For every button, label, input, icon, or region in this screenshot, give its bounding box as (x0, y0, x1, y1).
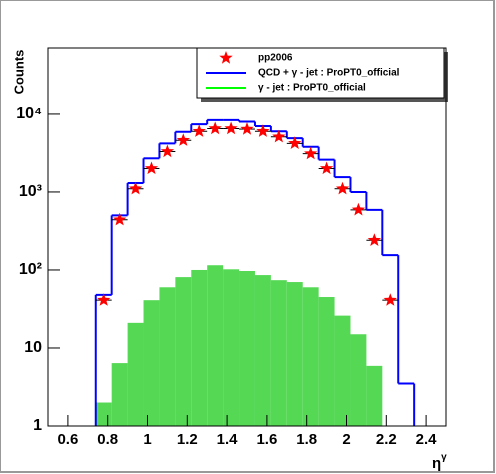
bar (334, 315, 351, 426)
marker (335, 181, 350, 195)
marker (256, 124, 270, 137)
x-tick-label: 2.2 (376, 431, 397, 448)
y-tick-label: 10³ (19, 183, 42, 200)
x-tick-label: 0.8 (97, 431, 118, 448)
marker (367, 233, 381, 246)
bar (143, 300, 160, 426)
marker (113, 212, 127, 226)
bar (159, 287, 176, 426)
bar (207, 265, 224, 426)
marker (304, 146, 318, 160)
legend-label: QCD + γ - jet : ProPT0_official (258, 68, 400, 79)
legend-label: γ - jet : ProPT0_official (258, 83, 366, 94)
x-tick-label: 1.4 (217, 431, 239, 448)
marker (240, 122, 254, 135)
x-tick-label: 1 (143, 431, 151, 448)
bar (127, 322, 144, 426)
bar (175, 277, 192, 426)
y-tick-label: 10⁴ (16, 105, 42, 122)
bar (270, 280, 287, 426)
marker (144, 161, 159, 175)
marker (319, 161, 334, 175)
marker (288, 136, 302, 149)
x-tick-label: 1.6 (256, 431, 277, 448)
plot (94, 118, 416, 426)
bar (350, 334, 367, 426)
marker (176, 133, 190, 146)
y-tick-label: 10² (19, 261, 42, 278)
bar (254, 275, 271, 426)
x-axis-label: ηγ (432, 452, 447, 472)
bar (366, 365, 383, 426)
y-tick-label: 1 (33, 417, 42, 434)
marker (224, 121, 238, 135)
bar (191, 269, 208, 426)
y-tick-label: 10 (24, 339, 42, 356)
x-label-base: η (432, 455, 441, 472)
bar (302, 287, 319, 426)
x-tick-label: 0.6 (57, 431, 78, 448)
y-axis-label: Counts (11, 50, 26, 95)
x-tick-label: 2 (342, 431, 350, 448)
marker (351, 202, 366, 216)
bar (239, 270, 255, 426)
marker (208, 121, 222, 135)
bar (223, 269, 240, 426)
bar (111, 363, 128, 426)
x-tick-label: 2.4 (416, 431, 438, 448)
bar (95, 402, 112, 426)
x-tick-label: 1.8 (296, 431, 317, 448)
bar (286, 282, 303, 426)
marker (383, 293, 397, 306)
legend: pp2006 QCD + γ - jet : ProPT0_official γ -… (196, 47, 448, 102)
marker (160, 144, 175, 158)
bar (318, 297, 335, 426)
x-label-sup: γ (441, 452, 447, 463)
marker (272, 129, 286, 143)
legend-label: pp2006 (258, 53, 293, 64)
frame-border (47, 47, 447, 427)
marker (97, 293, 111, 306)
legend-marker (219, 51, 233, 64)
marker (128, 181, 143, 195)
x-tick-label: 1.2 (177, 431, 198, 448)
marker (192, 124, 206, 137)
